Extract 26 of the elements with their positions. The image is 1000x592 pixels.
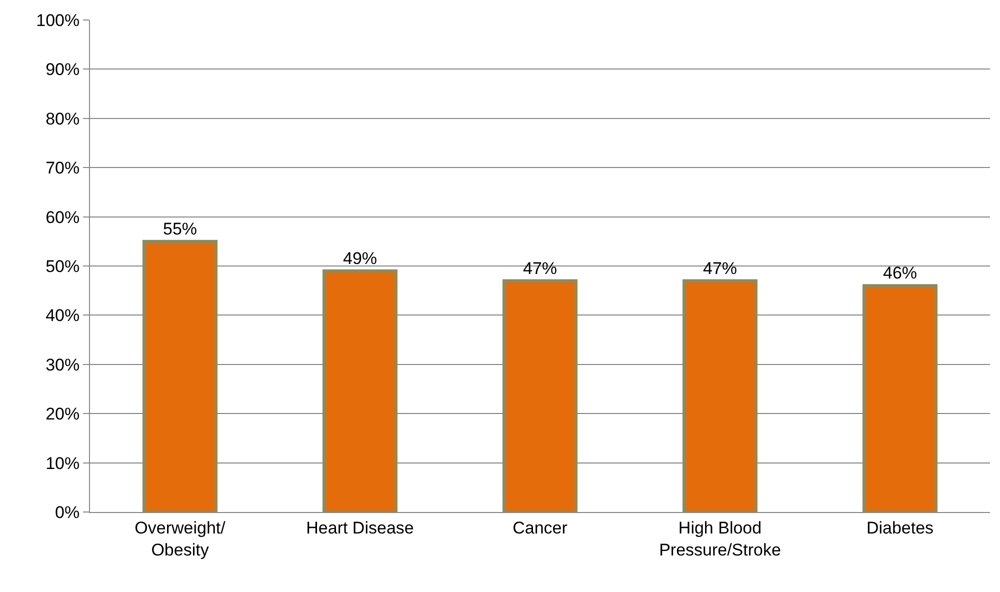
bar	[502, 279, 578, 512]
data-label: 47%	[702, 258, 738, 278]
bar	[142, 240, 218, 512]
bar	[862, 284, 938, 512]
y-tick-label: 80%	[46, 109, 80, 128]
x-tick-label: Diabetes	[866, 518, 934, 538]
y-tick-label: 0%	[55, 502, 80, 522]
data-label: 49%	[342, 248, 378, 268]
data-label: 55%	[162, 219, 198, 238]
y-tick-label: 90%	[46, 60, 80, 80]
y-tick-label: 20%	[46, 404, 80, 424]
x-tick-label: Cancer	[512, 518, 568, 538]
y-tick-label: 50%	[46, 256, 80, 276]
y-tick-label: 70%	[46, 158, 80, 178]
data-label: 47%	[522, 258, 558, 278]
x-tick-label: Overweight/ Obesity	[134, 518, 226, 560]
x-tick-label: High Blood Pressure/Stroke	[659, 518, 781, 560]
y-tick-label: 100%	[36, 10, 80, 30]
x-tick-label: Heart Disease	[306, 518, 414, 538]
y-tick-label: 30%	[46, 355, 80, 374]
bar	[322, 269, 398, 512]
y-tick-label: 10%	[46, 454, 80, 473]
y-tick-label: 60%	[46, 208, 80, 227]
bar	[682, 279, 758, 512]
data-label: 46%	[882, 264, 918, 283]
y-tick-label: 40%	[46, 306, 80, 326]
